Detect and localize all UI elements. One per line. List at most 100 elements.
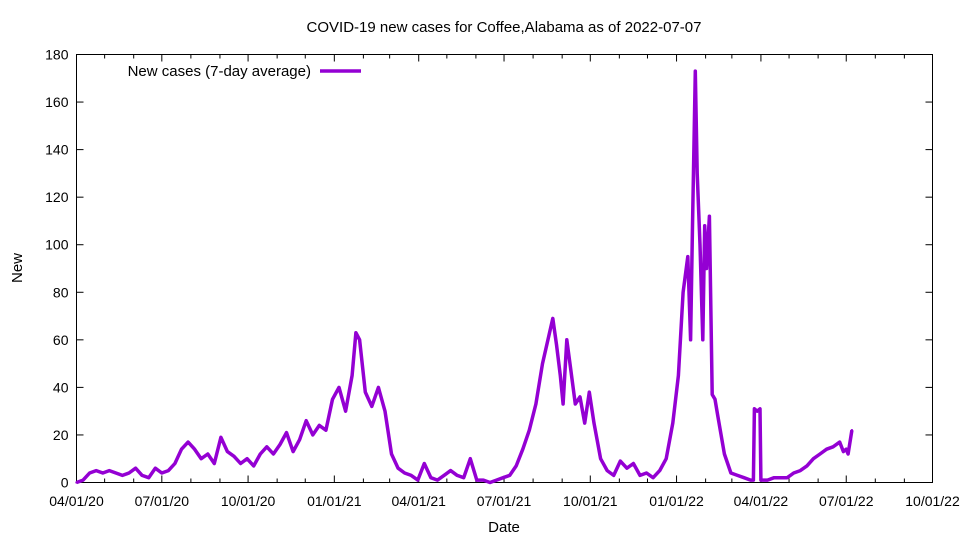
series-line [75, 69, 854, 485]
data-point [846, 452, 850, 456]
data-point [766, 478, 769, 482]
data-point [186, 440, 190, 444]
data-point [665, 457, 668, 460]
data-point [95, 469, 98, 472]
data-point [265, 445, 268, 448]
data-point [551, 317, 554, 320]
data-point [671, 421, 674, 425]
data-point [606, 469, 609, 472]
data-point [818, 452, 822, 456]
data-point [173, 462, 177, 465]
data-point [569, 367, 572, 370]
data-point [364, 390, 367, 394]
data-point [555, 343, 558, 346]
data-point [495, 478, 498, 482]
data-point [689, 338, 692, 341]
data-point [845, 448, 848, 451]
series-layer [75, 69, 854, 485]
data-point [154, 467, 157, 470]
data-point [723, 452, 726, 456]
data-point [291, 450, 295, 453]
y-axis: 0 20 40 60 80 100 120 140 160 180 [45, 47, 933, 491]
data-point [559, 374, 562, 377]
data-point [318, 424, 321, 427]
data-point [842, 450, 845, 453]
data-point [694, 69, 697, 73]
x-tick-label: 04/01/21 [391, 493, 446, 509]
data-point [226, 450, 229, 453]
data-point [701, 338, 704, 341]
data-point [599, 457, 602, 460]
data-point [708, 215, 711, 218]
data-point [396, 467, 400, 470]
data-point [792, 471, 795, 475]
chart-title: COVID-19 new cases for Coffee,Alabama as… [307, 19, 702, 36]
data-point [147, 476, 150, 479]
data-point [812, 457, 815, 460]
data-point [574, 402, 577, 406]
data-point [127, 471, 131, 475]
data-point [206, 452, 209, 456]
data-point [354, 331, 358, 334]
data-point [390, 452, 393, 456]
data-point [691, 224, 694, 227]
y-tick-label: 180 [45, 47, 69, 63]
data-point [686, 255, 689, 258]
data-point [219, 436, 223, 439]
y-tick-label: 100 [45, 237, 69, 253]
data-point [482, 478, 485, 482]
legend: New cases (7-day average) [128, 63, 361, 80]
data-point [193, 448, 196, 451]
data-point [583, 421, 586, 425]
data-point [88, 471, 91, 475]
data-point [462, 476, 465, 479]
data-point [703, 224, 706, 227]
x-tick-label: 10/01/21 [563, 493, 618, 509]
data-point [736, 474, 739, 477]
data-point [311, 433, 314, 437]
data-point [101, 471, 105, 475]
y-tick-label: 160 [45, 94, 69, 110]
data-point [696, 172, 699, 175]
data-point [541, 362, 544, 365]
data-point [779, 476, 782, 479]
y-tick-label: 40 [53, 379, 69, 395]
data-point [370, 405, 373, 408]
x-axis-title: Date [488, 519, 520, 536]
data-point [245, 457, 249, 460]
x-tick-label: 10/01/20 [221, 493, 276, 509]
data-point [698, 243, 702, 246]
data-point [180, 448, 183, 451]
data-point [108, 469, 111, 472]
data-point [344, 410, 347, 413]
x-tick-label: 07/01/21 [477, 493, 532, 509]
data-point [410, 474, 413, 477]
data-point [681, 291, 685, 294]
x-tick-label: 01/01/22 [649, 493, 704, 509]
data-point [528, 429, 531, 432]
data-point [838, 440, 841, 444]
data-point [521, 448, 524, 451]
data-point [752, 478, 755, 482]
data-point [711, 393, 714, 396]
data-point [756, 410, 759, 413]
x-tick-label: 04/01/22 [734, 493, 789, 509]
data-point [508, 474, 511, 477]
data-point [645, 471, 648, 475]
data-point [337, 386, 341, 389]
data-point [729, 471, 733, 475]
data-point [805, 464, 809, 468]
data-point [753, 407, 756, 410]
x-tick-label: 07/01/22 [819, 493, 874, 509]
x-tick-label: 07/01/20 [135, 493, 190, 509]
data-point [331, 398, 334, 401]
data-point [588, 390, 591, 394]
data-point [358, 338, 361, 341]
legend-label: New cases (7-day average) [128, 63, 311, 80]
data-point [167, 469, 170, 472]
data-point [160, 471, 163, 475]
data-point [298, 438, 301, 441]
y-tick-label: 60 [53, 332, 69, 348]
data-point [259, 452, 262, 456]
data-point [114, 471, 118, 475]
